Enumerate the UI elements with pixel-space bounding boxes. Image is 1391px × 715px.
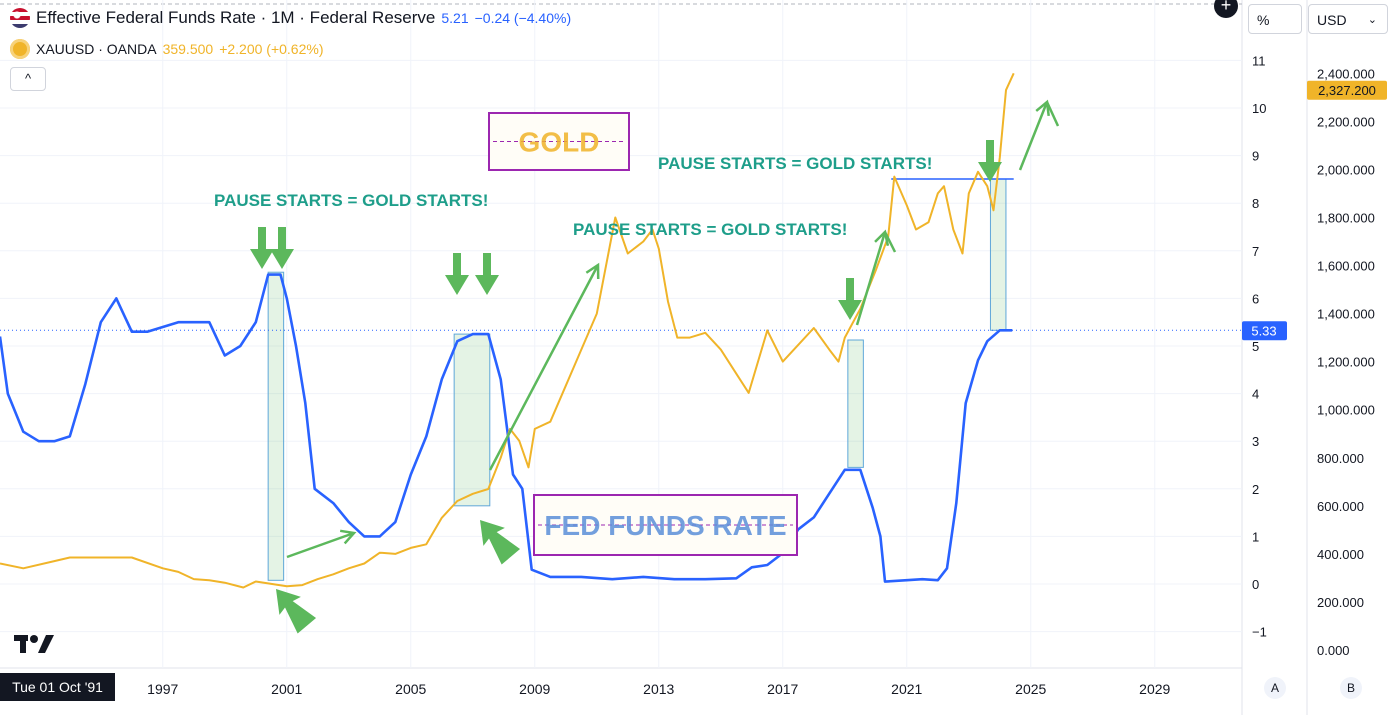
up-right-arrow-icon <box>585 262 600 280</box>
legend-rate[interactable]: Effective Federal Funds Rate · 1M · Fede… <box>10 8 571 28</box>
y-right-tick-label: 1,000.000 <box>1317 403 1375 418</box>
x-tick-label: 2017 <box>767 681 798 697</box>
x-tick-label: 2013 <box>643 681 674 697</box>
x-tick-label: 2005 <box>395 681 426 697</box>
pause-highlight-box <box>847 339 864 468</box>
rate-price-tag <box>1242 321 1287 341</box>
down-arrow-icon <box>475 253 499 295</box>
chevron-down-icon: ⌄ <box>1367 14 1377 26</box>
us-flag-icon <box>10 8 30 28</box>
y-left-tick-label: 4 <box>1252 387 1259 402</box>
y-left-tick-label: 5 <box>1252 339 1259 354</box>
gold-price-tag <box>1307 80 1387 100</box>
plus-icon[interactable]: + <box>1214 0 1238 18</box>
y-left-tick-label: 8 <box>1252 196 1259 211</box>
up-right-arrow-icon-shaft <box>855 231 887 326</box>
date-badge: Tue 01 Oct '91 <box>0 673 115 701</box>
legend-gold[interactable]: XAUUSD · OANDA 359.500 +2.200 (+0.62%) <box>10 39 323 59</box>
currency-label: USD <box>1317 12 1347 28</box>
y-left-tick-label: 10 <box>1252 101 1266 116</box>
up-left-arrow-icon <box>480 520 521 565</box>
y-right-tick-label: 2,200.000 <box>1317 114 1375 129</box>
y-right-tick-label: 2,000.000 <box>1317 162 1375 177</box>
legend-rate-title: Effective Federal Funds Rate · 1M · Fede… <box>36 8 436 27</box>
y-right-tick-label: 1,200.000 <box>1317 355 1375 370</box>
legend-gold-title: XAUUSD · OANDA <box>36 41 157 57</box>
x-tick-label: 2021 <box>891 681 922 697</box>
up-right-arrow-icon-shaft <box>286 531 355 559</box>
y-right-tick-label: 1,400.000 <box>1317 307 1375 322</box>
y-right-tick-label: 800.000 <box>1317 451 1364 466</box>
y-left-tick-label: 0 <box>1252 577 1259 592</box>
percent-scale-button[interactable]: % <box>1248 4 1302 34</box>
y-left-tick-label: 9 <box>1252 149 1259 164</box>
x-tick-label: 2001 <box>271 681 302 697</box>
pause-highlight-box <box>989 178 1007 331</box>
up-left-arrow-icon <box>276 589 317 634</box>
gold-coin-icon <box>10 39 30 59</box>
x-tick-label: 2029 <box>1139 681 1170 697</box>
y-left-tick-label: 3 <box>1252 434 1259 449</box>
down-arrow-icon <box>250 227 274 269</box>
gold-price-tag-label: 2,327.200 <box>1318 83 1376 98</box>
pause-annotation-label: PAUSE STARTS = GOLD STARTS! <box>658 154 932 173</box>
x-tick-label: 2009 <box>519 681 550 697</box>
down-arrow-icon <box>445 253 469 295</box>
fed-funds-annotation-label: FED FUNDS RATE <box>544 510 786 541</box>
gold-annotation-label: GOLD <box>519 127 600 158</box>
y-right-tick-label: 2,400.000 <box>1317 66 1375 81</box>
y-right-tick-label: 600.000 <box>1317 499 1364 514</box>
tradingview-logo <box>14 633 54 664</box>
up-right-arrow-icon-shaft <box>1018 101 1049 171</box>
down-arrow-icon <box>978 140 1002 182</box>
down-arrow-icon <box>270 227 294 269</box>
x-tick-label: 2025 <box>1015 681 1046 697</box>
pause-annotation-label: PAUSE STARTS = GOLD STARTS! <box>214 191 488 210</box>
y-left-tick-label: 6 <box>1252 291 1259 306</box>
legend-gold-value: 359.500 <box>162 41 214 57</box>
y-left-tick-label: 7 <box>1252 244 1259 259</box>
x-tick-label: 1997 <box>147 681 178 697</box>
auto-scale-button[interactable]: A <box>1264 677 1286 699</box>
arrow-tail <box>883 231 897 253</box>
gold-series-line <box>0 72 1015 589</box>
down-arrow-icon <box>838 278 862 320</box>
axis-panel <box>1242 0 1391 715</box>
y-right-tick-label: 0.000 <box>1317 643 1350 658</box>
scale-b-button[interactable]: B <box>1340 677 1362 699</box>
y-left-tick-label: 2 <box>1252 482 1259 497</box>
up-right-arrow-icon-shaft <box>488 264 600 471</box>
legend-rate-change: −0.24 (−4.40%) <box>474 10 572 26</box>
legend-rate-value: 5.21 <box>441 10 469 26</box>
pause-annotation-label: PAUSE STARTS = GOLD STARTS! <box>573 220 847 239</box>
currency-select[interactable]: USD ⌄ <box>1308 4 1388 34</box>
y-right-tick-label: 200.000 <box>1317 595 1364 610</box>
collapse-legend-button[interactable]: ^ <box>10 67 46 91</box>
rate-series-line <box>0 273 1013 583</box>
pause-highlight-box <box>267 271 285 581</box>
tradingview-logo-icon <box>14 635 54 653</box>
y-left-tick-label: −1 <box>1252 625 1267 640</box>
pause-highlight-box <box>453 333 491 507</box>
y-left-tick-label: 11 <box>1252 53 1266 68</box>
y-right-tick-label: 400.000 <box>1317 547 1364 562</box>
legend-gold-change: +2.200 (+0.62%) <box>219 41 324 57</box>
y-left-tick-label: 1 <box>1252 529 1259 544</box>
y-right-tick-label: 1,800.000 <box>1317 210 1375 225</box>
y-right-tick-label: 1,600.000 <box>1317 259 1375 274</box>
up-right-arrow-icon <box>339 529 357 545</box>
rate-price-tag-label: 5.33 <box>1251 323 1276 338</box>
arrow-tail <box>1045 101 1060 127</box>
